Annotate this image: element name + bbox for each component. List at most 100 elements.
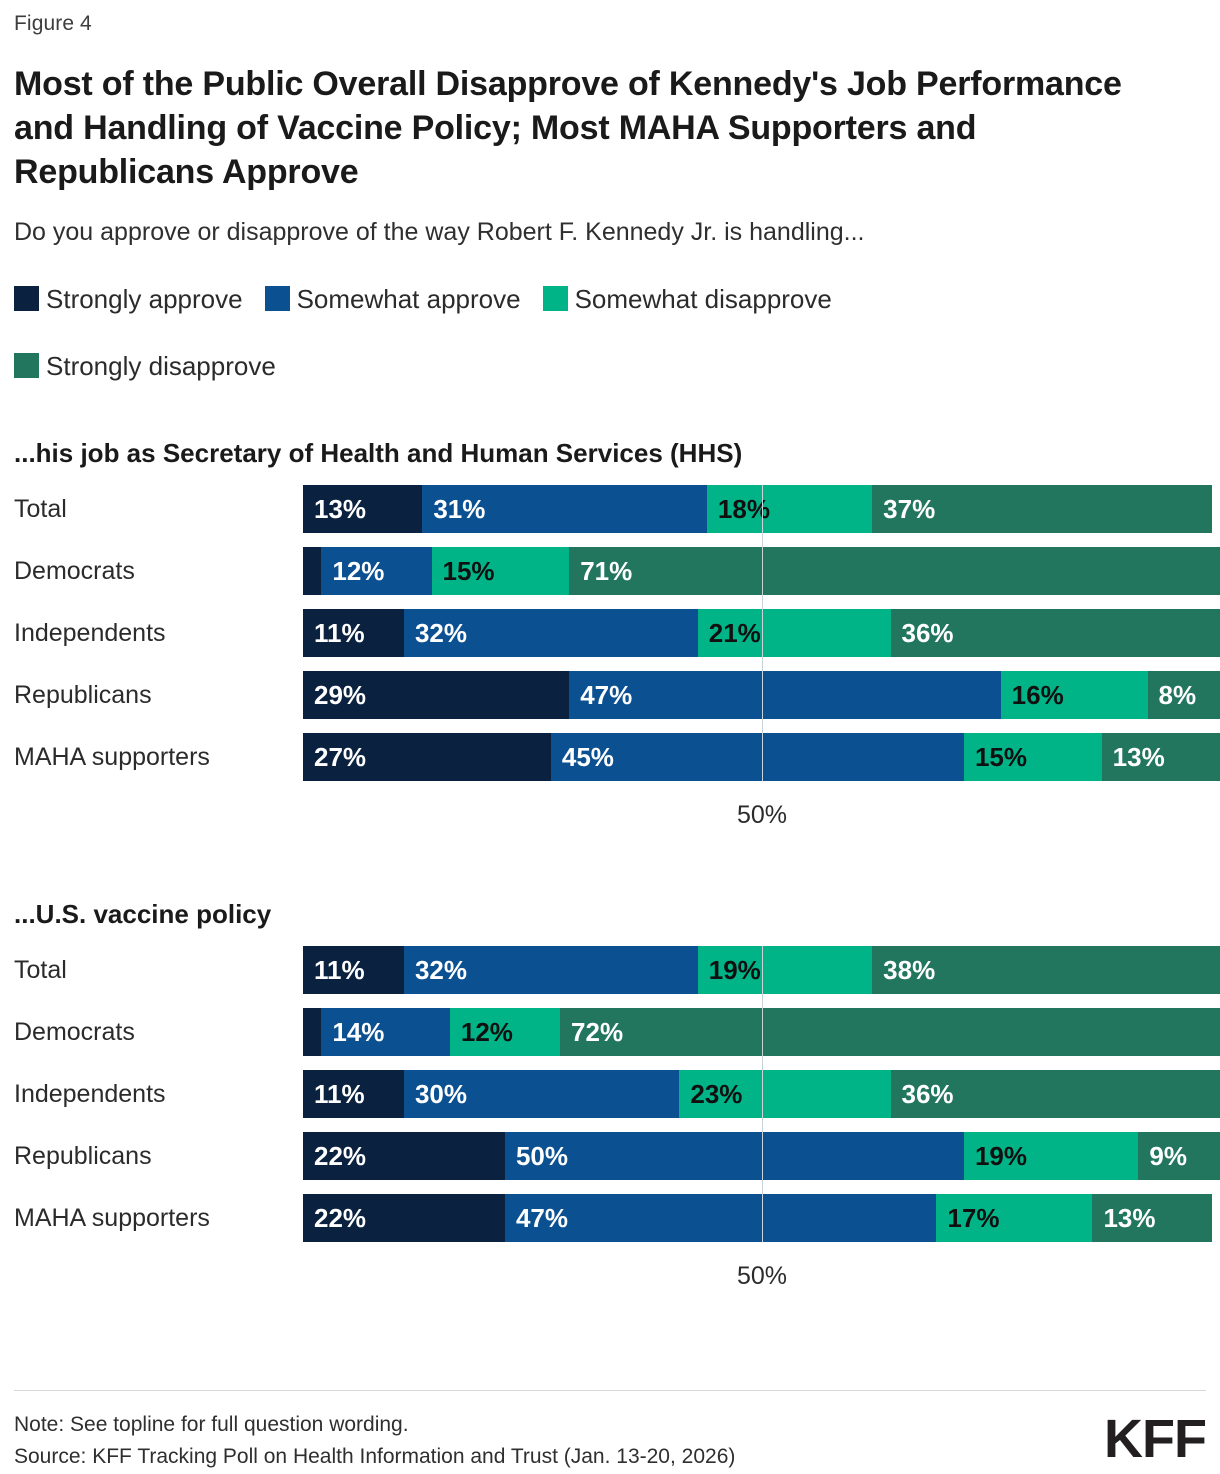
- figure-footer: Note: See topline for full question word…: [14, 1389, 1207, 1474]
- legend-item-label: Somewhat disapprove: [574, 283, 832, 314]
- bar-row-label: Total: [14, 955, 67, 984]
- bar-segment: 12%: [321, 546, 432, 595]
- bar-segment: 11%: [303, 1069, 404, 1118]
- legend-item-3: Strongly disapprove: [14, 351, 276, 381]
- bar-row-label: Republicans: [14, 680, 152, 709]
- bar-segment-value: 22%: [314, 1202, 367, 1233]
- bar-segment-value: 50%: [515, 1140, 568, 1171]
- chart-subtitle: Do you approve or disapprove of the way …: [14, 217, 865, 246]
- bar-segment: 22%: [303, 1131, 505, 1180]
- bar-segment-value: 11%: [314, 1078, 365, 1109]
- bar-segment-value: 9%: [1149, 1140, 1187, 1171]
- gridline-50: [762, 484, 763, 781]
- legend-swatch-icon: [264, 285, 290, 311]
- bar-segment: 47%: [504, 1193, 937, 1242]
- bar-segment-value: 37%: [883, 493, 936, 524]
- footer-source: Source: KFF Tracking Poll on Health Info…: [14, 1445, 736, 1469]
- bar-segment-value: 13%: [314, 493, 367, 524]
- bar-segment-value: 17%: [947, 1202, 1000, 1233]
- bar-segment-value: 47%: [515, 1202, 568, 1233]
- legend-item-label: Strongly approve: [46, 283, 243, 314]
- bar-rows: Total 13% 31% 18% 37% Democrats 12% 15% 71% Indep…: [14, 484, 1220, 781]
- bar-segment: 17%: [936, 1193, 1093, 1242]
- bar-segment: 22%: [303, 1193, 505, 1242]
- bar-row-segments: 11% 32% 21% 36%: [303, 608, 1220, 657]
- chart-panel-0: ...his job as Secretary of Health and Hu…: [14, 437, 1220, 835]
- bar-row-label: Independents: [14, 1079, 166, 1108]
- bar-segment-value: 19%: [974, 1140, 1027, 1171]
- bar-segment: 15%: [431, 546, 570, 595]
- bar-segment: 12%: [449, 1007, 561, 1056]
- panel-title: ...U.S. vaccine policy: [14, 898, 272, 929]
- bar-segment: 32%: [403, 945, 698, 994]
- bar-row-segments: 27% 45% 15% 13%: [303, 732, 1220, 781]
- bar-segment: 45%: [550, 732, 964, 781]
- legend-swatch-icon: [542, 285, 568, 311]
- bar-segment-value: 11%: [314, 617, 365, 648]
- legend-gap: [832, 270, 854, 328]
- bar-segment-value: 13%: [1112, 741, 1165, 772]
- bar-segment-value: 47%: [580, 679, 633, 710]
- footer-note: Note: See topline for full question word…: [14, 1412, 409, 1436]
- panel-title: ...his job as Secretary of Health and Hu…: [14, 437, 743, 468]
- bar-segment-value: 32%: [414, 954, 468, 985]
- bar-segment: 14%: [321, 1007, 450, 1056]
- legend-item-label: Somewhat approve: [296, 283, 521, 314]
- bar-segment-value: 27%: [314, 741, 367, 772]
- x-axis-tick-label: 50%: [736, 1261, 788, 1290]
- bar-segment: 29%: [303, 670, 570, 719]
- legend-item-label: Strongly disapprove: [46, 350, 276, 381]
- bar-row-label: MAHA supporters: [14, 742, 210, 771]
- bar-segment-value: 29%: [314, 679, 367, 710]
- bar-segment: 37%: [872, 484, 1212, 533]
- bar-segment: 16%: [1000, 670, 1148, 719]
- bar-segment-value: 31%: [433, 493, 486, 524]
- bar-segment: 30%: [403, 1069, 680, 1118]
- bar-segment-value: 36%: [901, 1078, 954, 1109]
- bar-row-segments: 29% 47% 16% 8%: [303, 670, 1220, 719]
- bar-segment: 13%: [1092, 1193, 1212, 1242]
- bar-segment: 27%: [303, 732, 551, 781]
- bar-row-label: MAHA supporters: [14, 1203, 210, 1232]
- bar-segment-value: 32%: [414, 617, 468, 648]
- bar-row-segments: 22% 47% 17% 13%: [303, 1193, 1212, 1242]
- bar-segment: [303, 546, 322, 595]
- bar-segment-value: 36%: [901, 617, 954, 648]
- legend-gap: [521, 270, 543, 328]
- bar-segment: 72%: [560, 1007, 1220, 1056]
- legend-swatch-icon: [14, 285, 39, 311]
- bar-segment-value: 45%: [561, 741, 614, 772]
- legend-item-0: Strongly approve: [14, 284, 243, 314]
- legend-swatch-icon: [14, 352, 39, 378]
- bar-segment-value: 11%: [314, 954, 365, 985]
- chart-panels: ...his job as Secretary of Health and Hu…: [14, 437, 1220, 1296]
- bar-row: Total 13% 31% 18% 37%: [14, 484, 1212, 533]
- page-title: Most of the Public Overall Disapprove of…: [14, 65, 1122, 192]
- gridline-50: [762, 945, 763, 1242]
- bar-row: Independents 11% 30% 23% 36%: [14, 1069, 1220, 1118]
- bar-segment: 19%: [697, 945, 873, 994]
- bar-segment: 23%: [679, 1069, 891, 1118]
- bar-row-segments: 11% 32% 19% 38%: [303, 945, 1220, 994]
- bar-row-segments: 12% 15% 71%: [303, 546, 1220, 595]
- bar-segment-value: 18%: [717, 493, 770, 524]
- bar-segment-value: 12%: [332, 555, 385, 586]
- bar-segment-value: 15%: [442, 555, 495, 586]
- bar-segment-value: 21%: [708, 617, 761, 648]
- bar-segment-value: 13%: [1103, 1202, 1156, 1233]
- bar-segment: 8%: [1147, 670, 1220, 719]
- bar-segment-value: 23%: [690, 1078, 743, 1109]
- bar-segment: 36%: [890, 1069, 1220, 1118]
- bar-segment-value: 19%: [708, 954, 761, 985]
- bar-row-label: Democrats: [14, 556, 135, 585]
- bar-row: Total 11% 32% 19% 38%: [14, 945, 1220, 994]
- bar-segment: 18%: [706, 484, 873, 533]
- bar-segment: [303, 1007, 322, 1056]
- bar-segment: 38%: [872, 945, 1220, 994]
- bar-segment-value: 14%: [332, 1016, 385, 1047]
- bar-row: MAHA supporters 27% 45% 15% 13%: [14, 732, 1220, 781]
- x-axis: 50%: [14, 1256, 1206, 1296]
- bar-segment: 11%: [303, 608, 404, 657]
- bar-row: Republicans 29% 47% 16% 8%: [14, 670, 1220, 719]
